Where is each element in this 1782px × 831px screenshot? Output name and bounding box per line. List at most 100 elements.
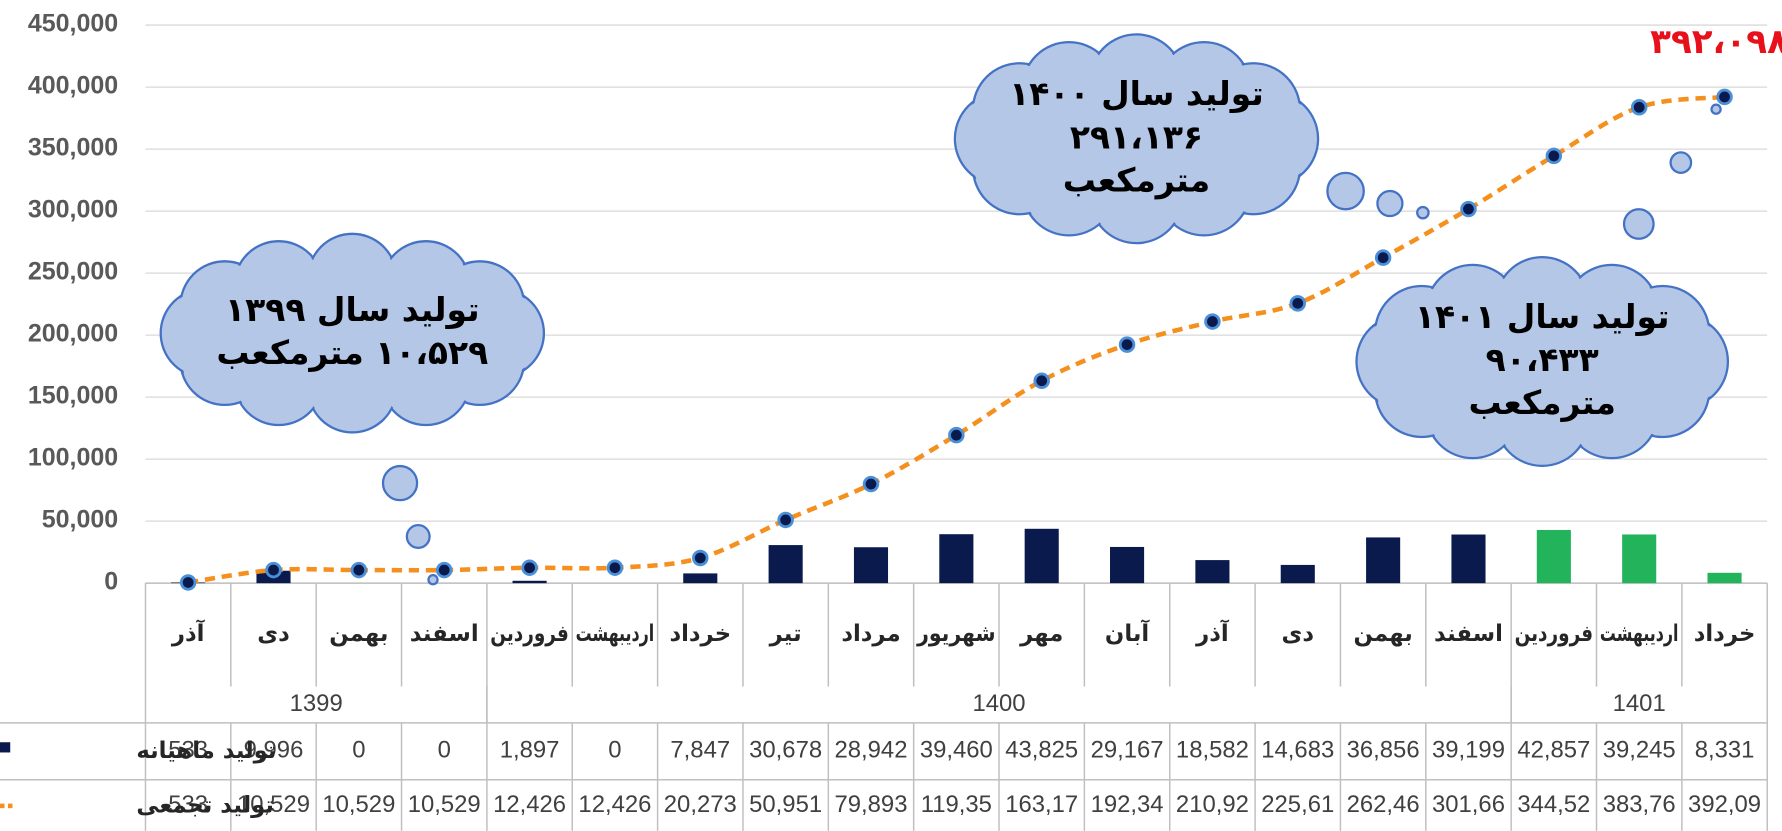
cloud-bubble bbox=[428, 575, 437, 584]
y-tick-label: 350,000 bbox=[28, 134, 118, 162]
bar bbox=[1195, 560, 1229, 583]
table-cell: 10,529 bbox=[408, 791, 481, 818]
cloud-bubble bbox=[1377, 191, 1402, 216]
table-cell: 301,66 bbox=[1432, 791, 1505, 818]
cloud-bubble bbox=[1417, 207, 1428, 218]
x-tick-label: شهریور bbox=[916, 621, 995, 647]
table-cell: 383,76 bbox=[1603, 791, 1676, 818]
marker bbox=[267, 563, 281, 577]
bar bbox=[939, 534, 973, 583]
marker bbox=[1376, 251, 1390, 265]
bar bbox=[1622, 534, 1656, 583]
table-cell: 39,460 bbox=[920, 737, 993, 764]
group-label: 1401 bbox=[1613, 690, 1666, 717]
x-tick-label: اردیبهشت bbox=[576, 621, 655, 647]
table-cell: 1,897 bbox=[500, 737, 560, 764]
table-cell: 36,856 bbox=[1347, 737, 1420, 764]
table-cell: 0 bbox=[352, 737, 365, 764]
table-cell: 20,273 bbox=[664, 791, 737, 818]
table-cell: 29,167 bbox=[1091, 737, 1164, 764]
x-tick-label: خرداد bbox=[669, 621, 731, 647]
y-tick-label: 0 bbox=[104, 568, 118, 596]
marker bbox=[437, 563, 451, 577]
x-tick-label: اردیبهشت bbox=[1600, 621, 1679, 647]
table-cell: 262,46 bbox=[1347, 791, 1420, 818]
marker bbox=[1462, 202, 1476, 216]
x-tick-label: آبان bbox=[1105, 619, 1150, 647]
marker bbox=[864, 477, 878, 491]
marker bbox=[1547, 149, 1561, 163]
annotation-text: مترمکعب bbox=[1063, 160, 1210, 199]
y-tick-label: 250,000 bbox=[28, 258, 118, 286]
x-tick-label: مهر bbox=[1019, 621, 1063, 647]
y-tick-label: 50,000 bbox=[42, 506, 118, 534]
table-cell: 28,942 bbox=[834, 737, 907, 764]
table-cell: 119,35 bbox=[921, 791, 992, 818]
table-cell: 14,683 bbox=[1261, 737, 1334, 764]
cloud-bubble bbox=[383, 466, 417, 500]
y-tick-label: 200,000 bbox=[28, 320, 118, 348]
annotation-text: تولید سال ۱۴۰۱ bbox=[1415, 297, 1670, 337]
annotation-text: تولید سال ۱۳۹۹ bbox=[225, 290, 480, 330]
x-tick-label: فروردین bbox=[490, 621, 569, 647]
table-cell: 344,52 bbox=[1517, 791, 1590, 818]
table-cell: 18,582 bbox=[1176, 737, 1249, 764]
cloud-bubble bbox=[1327, 173, 1363, 209]
bar bbox=[769, 545, 803, 583]
y-tick-label: 300,000 bbox=[28, 196, 118, 224]
cloud-bubble bbox=[1671, 152, 1691, 172]
table-cell: 43,825 bbox=[1005, 737, 1078, 764]
bar bbox=[854, 547, 888, 583]
legend-key bbox=[0, 742, 10, 752]
table-cell: 8,331 bbox=[1695, 737, 1755, 764]
x-tick-label: آذر bbox=[171, 619, 206, 647]
x-tick-label: آذر bbox=[1195, 619, 1230, 647]
table-cell: 50,951 bbox=[749, 791, 822, 818]
y-tick-label: 150,000 bbox=[28, 382, 118, 410]
annotation-text: ۱۰،۵۲۹ مترمکعب bbox=[216, 333, 488, 372]
legend-label: تولید ماهیانه bbox=[136, 738, 276, 764]
marker bbox=[1632, 100, 1646, 114]
marker bbox=[1718, 90, 1732, 104]
marker bbox=[779, 513, 793, 527]
table-cell: 0 bbox=[438, 737, 451, 764]
x-tick-label: مرداد bbox=[841, 621, 900, 647]
annotation-text: تولید سال ۱۴۰۰ bbox=[1009, 74, 1264, 114]
chart: 050,000100,000150,000200,000250,000300,0… bbox=[0, 0, 1782, 831]
x-tick-label: اسفند bbox=[1434, 621, 1503, 647]
group-label: 1400 bbox=[972, 690, 1025, 717]
bar bbox=[1025, 529, 1059, 583]
page: {"chart_data": {"type": "bar", "groups":… bbox=[0, 0, 1782, 831]
bar bbox=[1366, 537, 1400, 583]
x-tick-label: تیر bbox=[769, 621, 802, 647]
x-tick-label: بهمن bbox=[329, 621, 388, 647]
marker bbox=[1120, 338, 1134, 352]
table-cell: 192,34 bbox=[1091, 791, 1164, 818]
bar bbox=[1281, 565, 1315, 583]
marker bbox=[950, 428, 964, 442]
annotation-text: مترمکعب bbox=[1469, 383, 1616, 422]
marker bbox=[1206, 315, 1220, 329]
marker bbox=[1291, 297, 1305, 311]
bar bbox=[1708, 573, 1742, 583]
marker bbox=[352, 563, 366, 577]
annotation-text: ۲۹۱،۱۳۶ bbox=[1070, 117, 1203, 156]
y-tick-label: 400,000 bbox=[28, 72, 118, 100]
table-cell: 39,199 bbox=[1432, 737, 1505, 764]
bar bbox=[683, 573, 717, 583]
table-cell: 0 bbox=[608, 737, 621, 764]
bar bbox=[1451, 535, 1485, 584]
table-cell: 392,09 bbox=[1688, 791, 1761, 818]
x-tick-label: خرداد bbox=[1694, 621, 1756, 647]
bar bbox=[1110, 547, 1144, 583]
table-cell: 10,529 bbox=[322, 791, 395, 818]
annotation-text: ۹۰،۴۳۳ bbox=[1486, 340, 1599, 379]
table-cell: 79,893 bbox=[834, 791, 907, 818]
x-tick-label: بهمن bbox=[1354, 621, 1413, 647]
table-cell: 163,17 bbox=[1005, 791, 1078, 818]
marker bbox=[608, 561, 622, 575]
y-tick-label: 450,000 bbox=[28, 10, 118, 38]
x-tick-label: اسفند bbox=[410, 621, 479, 647]
marker bbox=[1035, 374, 1049, 388]
marker bbox=[693, 551, 707, 565]
